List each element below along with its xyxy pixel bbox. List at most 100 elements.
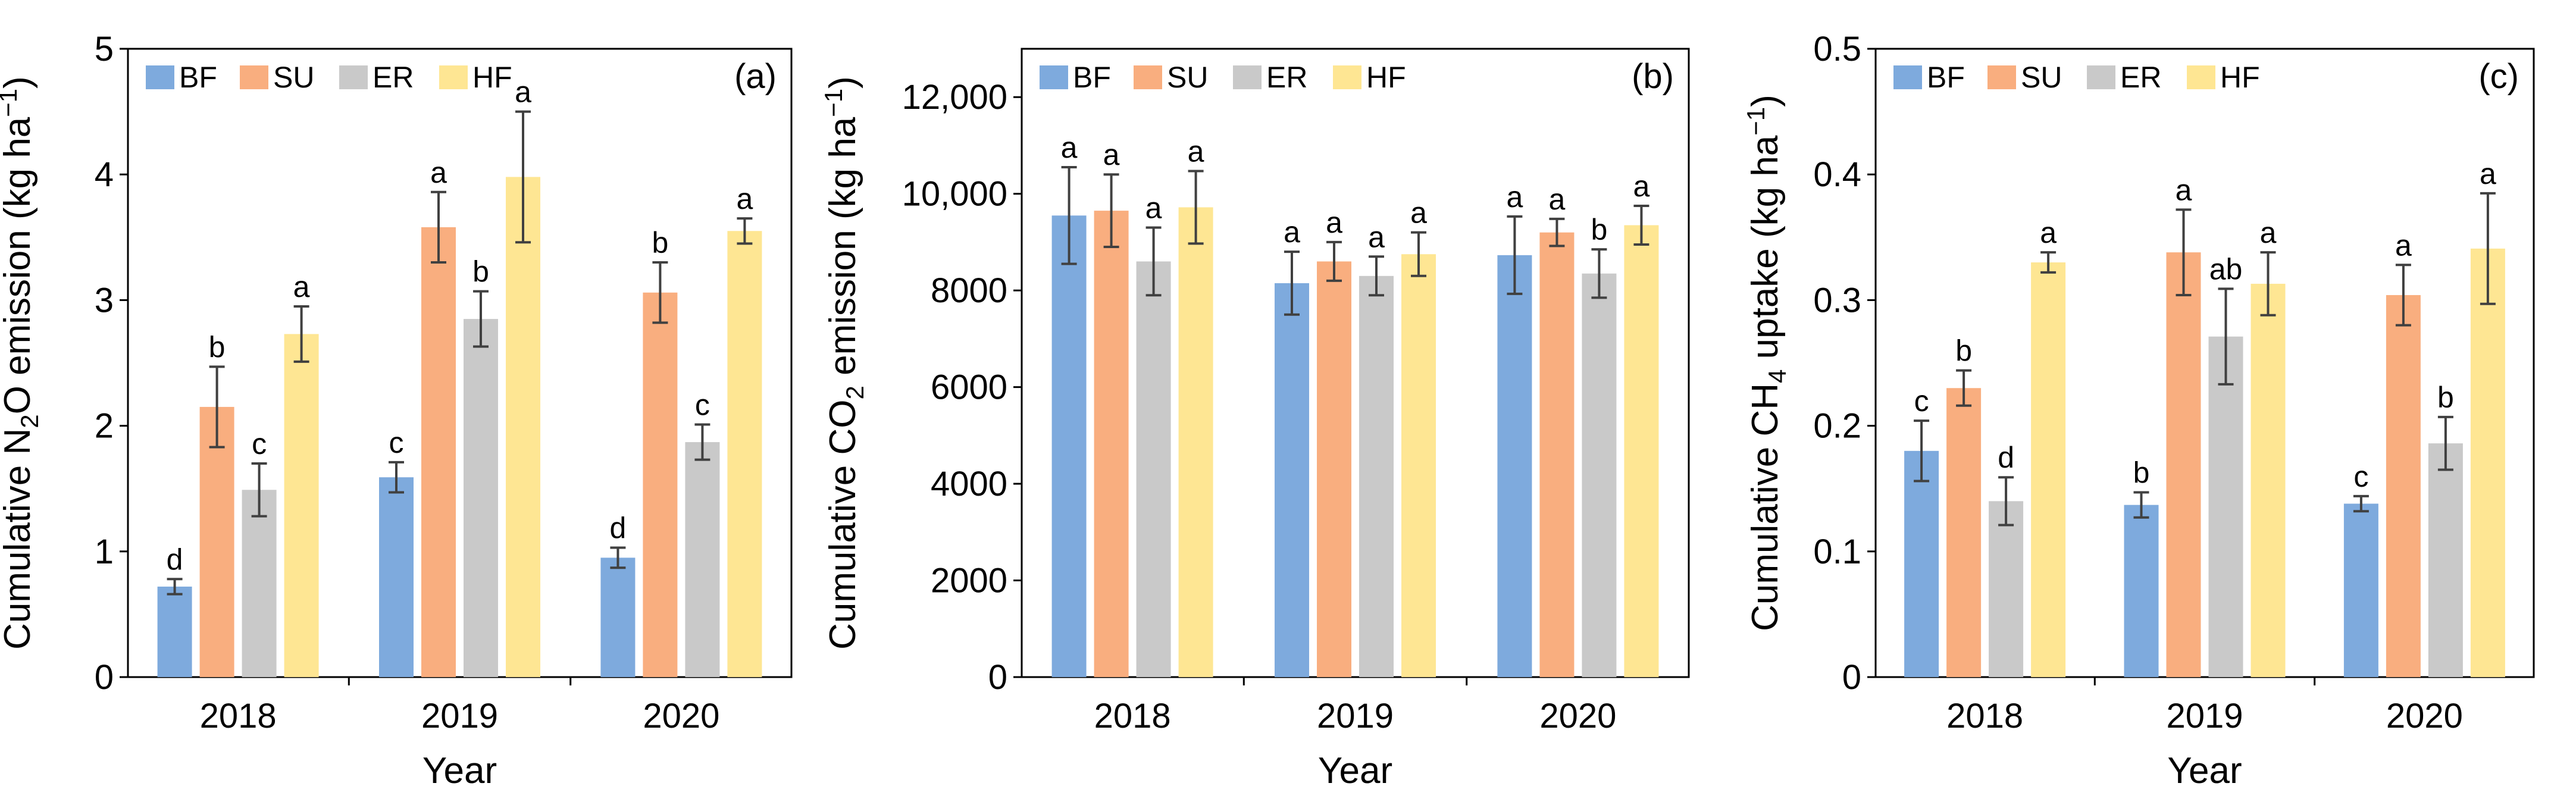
legend: BF SU ER HF: [146, 61, 512, 94]
y-axis-title-mid: uptake (kg ha: [1745, 135, 1786, 369]
legend-swatch-hf: [2187, 65, 2215, 89]
error-bar-su-2020: [1549, 217, 1565, 248]
bar-er-2018: [1136, 261, 1171, 677]
legend-swatch-su: [1987, 65, 2016, 89]
significance-letter: c: [695, 388, 710, 421]
bar-su-2020: [643, 292, 678, 677]
significance-letter: a: [1145, 192, 1162, 225]
y-axis-title-post: ): [0, 76, 38, 89]
y-tick-label: 12,000: [902, 78, 1007, 117]
y-axis-title-mid: O emission (kg ha: [0, 117, 38, 414]
x-tick-label: 2020: [2386, 697, 2463, 735]
y-axis-title-post: ): [1745, 95, 1786, 107]
x-tick-label: 2019: [1317, 697, 1394, 735]
y-tick-label: 1: [95, 533, 114, 571]
x-axis-title: Year: [1318, 750, 1392, 791]
x-tick-label: 2018: [1946, 697, 2023, 735]
significance-letter: d: [610, 511, 627, 544]
error-bar-su-2018: [209, 365, 225, 449]
x-axis-title: Year: [422, 750, 497, 791]
y-tick-label: 2000: [931, 562, 1007, 600]
error-bar-er-2018: [251, 462, 267, 518]
y-tick-label: 8000: [931, 271, 1007, 310]
legend-swatch-er: [339, 65, 368, 89]
bar-su-2019: [421, 227, 456, 677]
legend-swatch-er: [1233, 65, 1262, 89]
bar-hf-2019: [506, 177, 540, 677]
y-tick-label: 0: [95, 658, 114, 697]
error-bar-bf-2018: [1914, 419, 1930, 483]
significance-letter: a: [293, 270, 310, 303]
error-bar-su-2018: [1103, 173, 1119, 249]
significance-letter: b: [652, 226, 669, 259]
error-bar-su-2018: [1956, 369, 1972, 407]
x-tick-label: 2018: [200, 697, 277, 735]
legend-label-bf: BF: [1073, 61, 1111, 94]
bar-er-2020: [2428, 443, 2463, 677]
error-bar-bf-2019: [389, 461, 404, 494]
error-bar-er-2020: [2437, 415, 2453, 471]
bar-hf-2019: [2251, 283, 2286, 678]
significance-letter: b: [1955, 334, 1972, 368]
error-bar-hf-2019: [1411, 231, 1426, 277]
error-bar-su-2019: [1326, 240, 1342, 282]
significance-letter: a: [1103, 138, 1120, 171]
bar-su-2018: [199, 406, 234, 677]
bar-bf-2019: [379, 477, 414, 677]
error-bar-bf-2020: [2353, 494, 2369, 513]
significance-letter: b: [2133, 456, 2150, 490]
y-axis-title-pre: Cumulative CO: [822, 399, 863, 649]
chart-panel-2: 0 2000 4000 6000 8000 10,000 12,000 2018 2019 202…: [819, 48, 1690, 791]
legend-label-su: SU: [2021, 61, 2062, 94]
plot-frame: [1021, 48, 1690, 678]
bar-bf-2019: [1275, 283, 1309, 677]
significance-letter: b: [209, 330, 226, 364]
error-bar-hf-2018: [1188, 170, 1204, 245]
y-tick-label: 0: [988, 658, 1007, 697]
error-bar-hf-2019: [2260, 251, 2276, 317]
y-axis-title-mid: emission (kg ha: [822, 117, 863, 386]
legend-label-su: SU: [1167, 61, 1208, 94]
error-bar-su-2019: [2176, 208, 2192, 296]
y-tick-label: 5: [95, 30, 114, 68]
significance-letter: a: [515, 76, 531, 109]
bar-su-2019: [2166, 252, 2201, 677]
bar-hf-2020: [2470, 248, 2505, 678]
y-axis-title-sub: 2: [15, 414, 43, 428]
y-axis-title: Cumulative CO2 emission (kg ha−1): [819, 76, 869, 650]
significance-letter: ab: [2209, 252, 2243, 286]
y-tick-label: 10,000: [902, 175, 1007, 214]
bar-bf-2019: [2124, 505, 2159, 677]
y-tick-label: 3: [95, 281, 114, 320]
y-tick-label: 0.3: [1813, 281, 1861, 320]
y-axis-title-sup: −1: [1742, 107, 1770, 136]
significance-letter: a: [1549, 183, 1566, 216]
legend-swatch-er: [2087, 65, 2115, 89]
error-bar-bf-2018: [167, 578, 183, 596]
error-bar-hf-2020: [1633, 205, 1649, 246]
y-tick-label: 6000: [931, 368, 1007, 407]
bar-er-2018: [1989, 501, 2024, 677]
legend-label-bf: BF: [1927, 61, 1965, 94]
bar-su-2018: [1946, 388, 1982, 677]
x-tick-label: 2018: [1094, 697, 1171, 735]
x-tick-label: 2019: [2166, 697, 2243, 735]
bar-hf-2020: [727, 231, 762, 677]
legend-swatch-bf: [1893, 65, 1922, 89]
y-axis-title-sup: −1: [0, 89, 22, 117]
y-axis-title-sup: −1: [819, 89, 847, 117]
significance-letter: a: [1410, 196, 1427, 230]
significance-letter: a: [1061, 131, 1078, 164]
y-tick-label: 0.4: [1813, 155, 1861, 194]
significance-letter: b: [472, 255, 489, 289]
y-axis-title: Cumulative N2O emission (kg ha−1): [0, 76, 43, 650]
y-axis-title-sub: 4: [1763, 369, 1791, 383]
error-bar-bf-2019: [1284, 250, 1300, 316]
y-axis-title-post: ): [822, 76, 863, 89]
bar-su-2018: [1094, 211, 1129, 678]
bar-er-2020: [1582, 273, 1617, 677]
x-tick-label: 2020: [1539, 697, 1616, 735]
y-axis-title-pre: Cumulative N: [0, 428, 38, 650]
